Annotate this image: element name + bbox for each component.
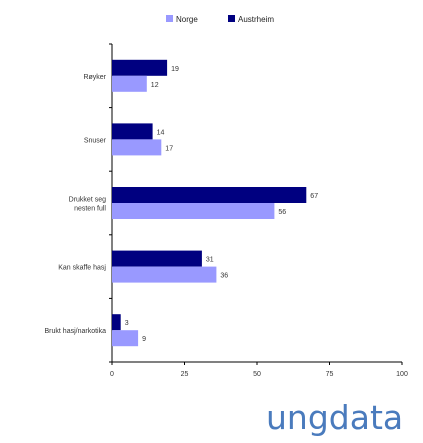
bar-austrheim-4 (112, 314, 121, 331)
x-tick-label-0: 0 (110, 371, 114, 378)
x-tick-label-50: 50 (253, 371, 261, 378)
bar-norge-4 (112, 330, 139, 347)
legend-label-norge: Norge (176, 15, 198, 24)
bar-norge-0 (112, 75, 147, 92)
data-label-austrheim-0: 19 (171, 66, 179, 73)
data-label-norge-3: 36 (220, 273, 228, 280)
x-tick-label-25: 25 (181, 371, 189, 378)
x-tick-label-75: 75 (326, 371, 334, 378)
data-label-norge-2: 56 (278, 209, 286, 216)
data-label-norge-0: 12 (151, 82, 159, 89)
ungdata-logo: ungdata (266, 398, 404, 437)
category-label-3: Kan skaffe hasj (58, 265, 106, 272)
data-label-austrheim-1: 14 (157, 129, 165, 136)
data-label-austrheim-4: 3 (125, 320, 129, 327)
legend-label-austrheim: Austrheim (238, 15, 274, 24)
bar-austrheim-2 (112, 187, 307, 203)
bar-norge-3 (112, 266, 217, 283)
legend-swatch-norge (166, 15, 173, 22)
category-label-0: Røyker (83, 74, 106, 81)
data-label-austrheim-3: 31 (206, 257, 214, 264)
category-label-1: Snuser (84, 137, 107, 144)
bar-norge-1 (112, 139, 162, 156)
bar-norge-2 (112, 203, 275, 219)
bar-austrheim-1 (112, 123, 153, 140)
data-label-norge-4: 9 (142, 336, 146, 343)
bar-austrheim-3 (112, 250, 202, 267)
data-label-austrheim-2: 67 (310, 193, 318, 200)
category-label-4: Brukt hasj/narkotika (45, 328, 107, 335)
category-label-2-1: nesten full (74, 206, 106, 213)
x-tick-label-100: 100 (396, 371, 408, 378)
bar-austrheim-0 (112, 59, 168, 76)
category-label-2-0: Drukket seg (69, 197, 106, 204)
data-label-norge-1: 17 (165, 145, 173, 152)
bar-chart: Norge Austrheim 0 25 50 75 100 Røyker 19 12 Snuser… (45, 15, 408, 378)
legend-swatch-austrheim (228, 15, 235, 22)
